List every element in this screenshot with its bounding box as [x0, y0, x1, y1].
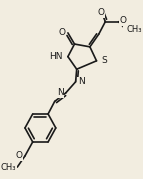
Text: N: N — [57, 88, 63, 98]
Text: O: O — [97, 8, 104, 17]
Text: S: S — [102, 56, 107, 65]
Text: CH₃: CH₃ — [127, 25, 142, 34]
Text: N: N — [78, 77, 85, 86]
Text: CH₃: CH₃ — [1, 163, 16, 172]
Text: O: O — [120, 16, 127, 25]
Text: O: O — [15, 151, 22, 160]
Text: O: O — [58, 28, 65, 37]
Text: HN: HN — [49, 52, 63, 61]
